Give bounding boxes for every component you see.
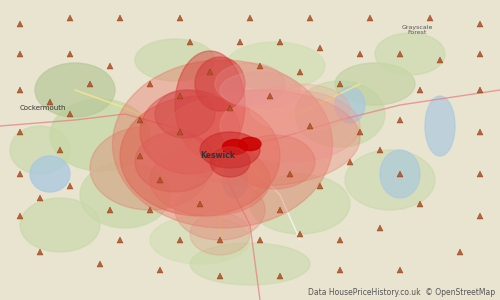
Ellipse shape <box>190 213 250 255</box>
Ellipse shape <box>90 126 210 210</box>
Ellipse shape <box>425 96 455 156</box>
Ellipse shape <box>222 162 248 198</box>
Ellipse shape <box>175 51 245 159</box>
Ellipse shape <box>190 243 310 285</box>
Ellipse shape <box>210 147 250 177</box>
Ellipse shape <box>195 57 245 111</box>
Ellipse shape <box>10 126 70 174</box>
Ellipse shape <box>80 162 170 228</box>
Ellipse shape <box>160 90 360 186</box>
Ellipse shape <box>220 90 360 162</box>
Ellipse shape <box>239 137 261 151</box>
Ellipse shape <box>215 63 285 105</box>
Ellipse shape <box>295 81 385 147</box>
Ellipse shape <box>50 99 150 171</box>
Ellipse shape <box>335 87 365 123</box>
Ellipse shape <box>345 150 435 210</box>
Ellipse shape <box>112 60 332 228</box>
Text: Grayscale
Forest: Grayscale Forest <box>402 25 433 35</box>
Ellipse shape <box>120 96 280 216</box>
Ellipse shape <box>235 135 315 189</box>
Ellipse shape <box>155 90 215 138</box>
Ellipse shape <box>222 140 248 154</box>
Text: Keswick: Keswick <box>200 152 235 160</box>
Ellipse shape <box>200 132 260 168</box>
Ellipse shape <box>140 90 240 174</box>
Ellipse shape <box>175 180 265 240</box>
Ellipse shape <box>380 150 420 198</box>
Text: Data HousePriceHistory.co.uk  © OpenStreetMap: Data HousePriceHistory.co.uk © OpenStree… <box>308 288 495 297</box>
Ellipse shape <box>250 174 350 234</box>
Ellipse shape <box>220 72 300 108</box>
Ellipse shape <box>150 216 250 264</box>
Ellipse shape <box>135 39 215 81</box>
Ellipse shape <box>335 63 415 105</box>
Ellipse shape <box>20 198 100 252</box>
Ellipse shape <box>250 84 350 132</box>
Ellipse shape <box>375 33 445 75</box>
Ellipse shape <box>150 144 270 216</box>
Ellipse shape <box>35 63 115 117</box>
Text: Cockermouth: Cockermouth <box>19 105 66 111</box>
Ellipse shape <box>30 156 70 192</box>
Ellipse shape <box>225 42 325 90</box>
Ellipse shape <box>135 132 215 192</box>
